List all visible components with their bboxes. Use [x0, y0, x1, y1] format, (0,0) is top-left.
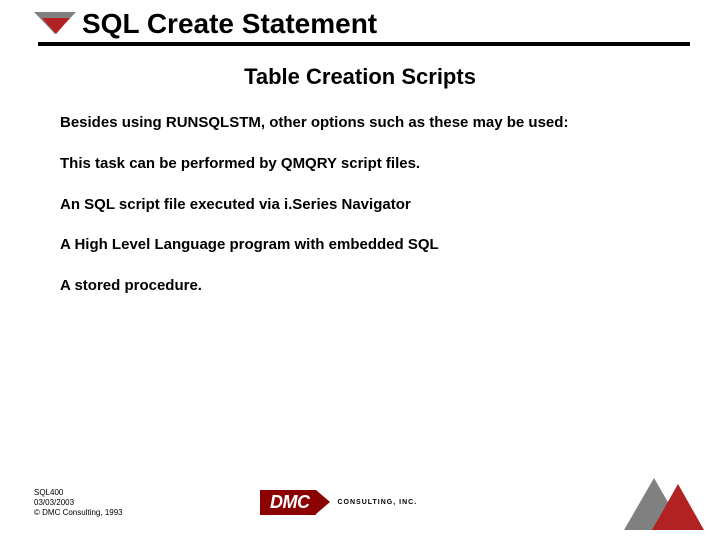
footer-date: 03/03/2003 [34, 498, 123, 508]
corner-triangles-icon [604, 470, 704, 530]
title-rule [38, 42, 690, 46]
page-title: SQL Create Statement [30, 8, 690, 40]
body-paragraph: An SQL script file executed via i.Series… [60, 196, 680, 215]
logo-mark: DMC [260, 490, 316, 515]
footer-copyright: DMC Consulting, 1993 [34, 508, 123, 518]
body-paragraph: This task can be performed by QMQRY scri… [60, 155, 680, 174]
logo: DMC CONSULTING, INC. [260, 486, 460, 518]
body-area: Besides using RUNSQLSTM, other options s… [60, 114, 680, 318]
body-paragraph: Besides using RUNSQLSTM, other options s… [60, 114, 680, 133]
logo-subtext: CONSULTING, INC. [338, 499, 418, 506]
footer-code: SQL400 [34, 488, 123, 498]
body-paragraph: A High Level Language program with embed… [60, 236, 680, 255]
page-subtitle: Table Creation Scripts [30, 64, 690, 90]
title-area: SQL Create Statement Table Creation Scri… [30, 8, 690, 90]
body-paragraph: A stored procedure. [60, 277, 680, 296]
footer-meta: SQL400 03/03/2003 DMC Consulting, 1993 [34, 488, 123, 518]
